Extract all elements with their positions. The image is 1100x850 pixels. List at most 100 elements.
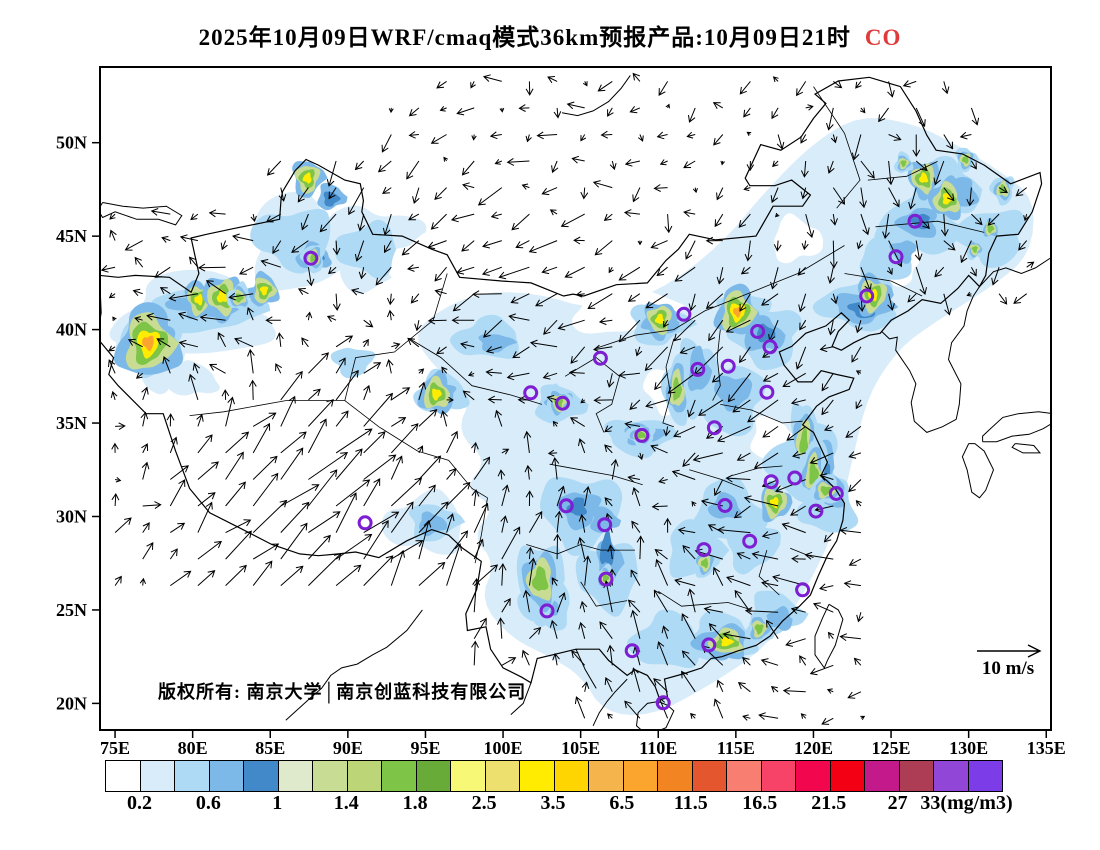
lon-tick-label: 130E (949, 738, 988, 758)
axis-layer: 75E 80E 85E 90E 95E 100E 105E 110E 115E 120E 125E 1… (56, 133, 1066, 758)
city-marker (303, 250, 319, 266)
lon-tick-label: 75E (100, 738, 130, 758)
city-marker (795, 582, 811, 598)
legend-color-cell (243, 761, 278, 791)
legend-color-cell (174, 761, 209, 791)
city-marker (357, 515, 373, 531)
city-marker-layer (303, 213, 923, 711)
lat-tick-label: 50N (56, 133, 87, 153)
lon-tick-label: 135E (1027, 738, 1066, 758)
legend-color-cell (450, 761, 485, 791)
lon-tick-label: 95E (410, 738, 440, 758)
city-marker (701, 637, 717, 653)
city-marker (558, 498, 574, 514)
legend-color-cell (277, 761, 312, 791)
legend-color-cell (657, 761, 692, 791)
city-marker (676, 306, 692, 322)
legend-value-label: 3.5 (540, 792, 566, 814)
legend-value-label: 11.5 (673, 792, 708, 814)
city-marker (720, 358, 736, 374)
legend-color-cell (381, 761, 416, 791)
city-marker (706, 420, 722, 436)
city-marker (828, 486, 844, 501)
wind-reference-arrow (977, 644, 1042, 658)
legend-value-label: 27 (887, 792, 908, 814)
title-text: 2025年10月09日WRF/cmaq模式36km预报产品:10月09日21时 (198, 25, 851, 50)
map-layers (100, 72, 1051, 730)
lon-tick-label: 90E (333, 738, 363, 758)
legend-color-cell (415, 761, 450, 791)
city-marker (624, 643, 640, 659)
legend-color-cell (346, 761, 381, 791)
map-border (99, 66, 1052, 731)
lat-tick-label: 30N (56, 506, 87, 526)
lon-tick-label: 110E (639, 738, 677, 758)
legend-value-label: 16.5 (742, 792, 778, 814)
legend-value-label: 2.5 (471, 792, 497, 814)
lon-tick-label: 100E (484, 738, 523, 758)
lon-tick-label: 120E (794, 738, 833, 758)
legend-color-cell (967, 761, 1002, 791)
city-marker (634, 427, 650, 443)
city-marker (750, 324, 766, 339)
lon-tick-label: 115E (717, 738, 755, 758)
legend-color-cell (864, 761, 899, 791)
legend-color-cell (726, 761, 761, 791)
lon-tick-label: 125E (872, 738, 911, 758)
lat-tick-label: 20N (56, 693, 87, 713)
legend-value-label: 0.2 (126, 792, 152, 814)
city-marker (690, 361, 706, 377)
lon-tick-label: 85E (255, 738, 285, 758)
lat-tick-label: 35N (56, 413, 87, 433)
city-marker (762, 339, 778, 355)
legend-color-cell (588, 761, 623, 791)
legend-color-cell (622, 761, 657, 791)
lon-tick-label: 80E (178, 738, 208, 758)
legend-color-cell (106, 761, 140, 791)
legend-value-label: 1.8 (402, 792, 428, 814)
co-fill-layer (109, 118, 1034, 716)
legend-color-cell (760, 761, 795, 791)
coastline-layer (100, 75, 1051, 730)
city-marker (555, 395, 570, 411)
city-marker (717, 498, 733, 513)
city-marker (759, 384, 775, 400)
city-marker (539, 603, 555, 619)
species-label: CO (864, 25, 902, 50)
city-marker (763, 474, 779, 490)
city-marker (523, 385, 539, 401)
legend-value-label: 1.4 (333, 792, 359, 814)
city-marker (888, 249, 904, 265)
legend-color-cell (829, 761, 864, 791)
legend-color-cell (484, 761, 519, 791)
legend-color-cell (933, 761, 968, 791)
lat-tick-label: 45N (56, 226, 87, 246)
legend-value-label: 0.6 (195, 792, 221, 814)
city-marker (859, 288, 875, 304)
legend-value-label: 21.5 (811, 792, 847, 814)
province-border-layer (189, 86, 985, 611)
city-marker (808, 503, 824, 519)
legend-color-cell (898, 761, 933, 791)
page-title: 2025年10月09日WRF/cmaq模式36km预报产品:10月09日21时 C… (0, 18, 1100, 52)
legend-color-cell (795, 761, 830, 791)
legend-color-cell (312, 761, 347, 791)
color-legend (105, 760, 1003, 792)
legend-value-label: 1 (272, 792, 283, 814)
city-marker (592, 350, 608, 366)
map-canvas: 75E 80E 85E 90E 95E 100E 105E 110E 115E 120E 125E 1… (56, 66, 1066, 758)
legend-labels: 0.2 0.6 1 1.4 1.8 2.5 3.5 6.5 11.5 16.5 21.5 27 33(m… (0, 792, 1100, 818)
legend-color-cell (553, 761, 588, 791)
city-marker (696, 542, 712, 558)
city-marker (907, 213, 923, 229)
city-marker (597, 517, 613, 533)
legend-color-cell (691, 761, 726, 791)
wind-reference: 10 m/s (977, 644, 1042, 679)
legend-color-cell (208, 761, 243, 791)
wind-reference-label: 10 m/s (982, 658, 1034, 679)
city-marker (787, 470, 803, 486)
wind-vector-layer (100, 72, 1035, 725)
city-marker (742, 533, 758, 549)
legend-value-label: 6.5 (609, 792, 635, 814)
